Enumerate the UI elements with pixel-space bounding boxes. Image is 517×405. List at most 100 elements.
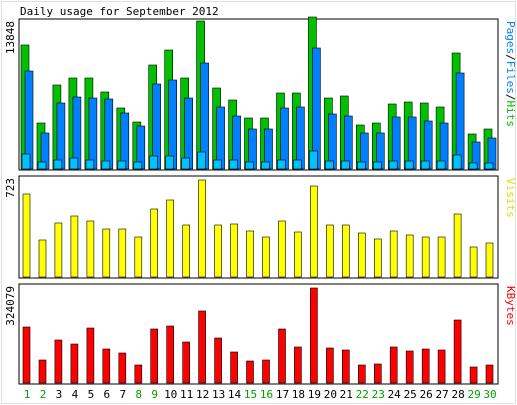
bar-visits-visits-7 bbox=[118, 228, 127, 278]
bar-visits-visits-25 bbox=[405, 234, 414, 278]
bar-hits-pages-17 bbox=[277, 159, 286, 170]
bar-visits-visits-13 bbox=[214, 224, 222, 278]
bar-hits-pages-21 bbox=[340, 160, 350, 170]
bar-visits-visits-23 bbox=[373, 238, 382, 278]
bar-kbytes-kbytes-15 bbox=[246, 360, 254, 384]
panel-hits: 13848 Pages/Files/Hits bbox=[4, 16, 517, 171]
day-label-13: 13 bbox=[212, 388, 225, 401]
bar-kbytes-kbytes-11 bbox=[182, 341, 190, 384]
bar-visits-visits-6 bbox=[102, 228, 111, 278]
panel-kbytes: 324079 KBytes bbox=[4, 283, 517, 385]
bar-hits-pages-11 bbox=[181, 157, 190, 170]
bar-hits-pages-1 bbox=[21, 153, 31, 170]
bar-visits-visits-5 bbox=[86, 220, 95, 278]
panel-border-kbytes bbox=[18, 283, 499, 385]
bar-visits-visits-19 bbox=[310, 185, 318, 278]
day-label-20: 20 bbox=[324, 388, 337, 401]
bar-hits-pages-16 bbox=[261, 161, 270, 170]
ylabel-part-hits-3: / bbox=[504, 94, 517, 101]
bar-kbytes-kbytes-30 bbox=[485, 364, 494, 384]
bar-hits-pages-6 bbox=[101, 160, 111, 170]
max-label-kbytes: 324079 bbox=[4, 286, 17, 326]
bar-kbytes-kbytes-12 bbox=[198, 310, 206, 384]
bar-visits-visits-4 bbox=[70, 215, 79, 278]
bar-visits-visits-18 bbox=[294, 231, 302, 278]
bar-kbytes-kbytes-6 bbox=[102, 348, 111, 384]
day-label-28: 28 bbox=[451, 388, 464, 401]
series-visits bbox=[22, 179, 494, 278]
bar-hits-pages-19 bbox=[309, 150, 318, 170]
bar-hits-pages-9 bbox=[149, 155, 158, 170]
day-label-16: 16 bbox=[260, 388, 273, 401]
bar-hits-pages-14 bbox=[229, 159, 238, 170]
chart-title: Daily usage for September 2012 bbox=[20, 5, 219, 18]
day-label-12: 12 bbox=[196, 388, 209, 401]
bar-hits-pages-8 bbox=[133, 161, 143, 170]
bar-kbytes-kbytes-28 bbox=[453, 319, 462, 384]
day-label-3: 3 bbox=[56, 388, 63, 401]
bar-visits-visits-14 bbox=[230, 223, 238, 278]
bar-visits-visits-11 bbox=[182, 224, 190, 278]
bar-hits-files-7 bbox=[120, 112, 130, 170]
bar-kbytes-kbytes-29 bbox=[469, 366, 478, 384]
ylabel-part-visits-0: Visits bbox=[504, 178, 517, 218]
bar-visits-visits-9 bbox=[150, 208, 158, 278]
bar-kbytes-kbytes-26 bbox=[421, 348, 430, 384]
bar-visits-visits-22 bbox=[357, 232, 366, 278]
bar-visits-visits-8 bbox=[134, 236, 143, 278]
max-label-visits: 723 bbox=[4, 178, 17, 198]
day-label-7: 7 bbox=[119, 388, 126, 401]
day-label-27: 27 bbox=[435, 388, 448, 401]
bar-kbytes-kbytes-20 bbox=[326, 347, 334, 384]
bar-kbytes-kbytes-13 bbox=[214, 337, 222, 384]
bar-visits-visits-10 bbox=[166, 199, 174, 278]
day-label-15: 15 bbox=[244, 388, 257, 401]
bar-kbytes-kbytes-22 bbox=[357, 364, 366, 384]
bar-visits-visits-3 bbox=[54, 222, 63, 278]
bar-kbytes-kbytes-5 bbox=[86, 327, 95, 384]
bar-kbytes-kbytes-3 bbox=[54, 339, 63, 384]
bar-visits-visits-21 bbox=[341, 224, 350, 278]
bar-hits-pages-28 bbox=[452, 154, 462, 170]
bar-hits-pages-30 bbox=[484, 162, 494, 170]
day-label-6: 6 bbox=[103, 388, 110, 401]
bar-hits-files-13 bbox=[216, 106, 225, 170]
bar-visits-visits-24 bbox=[389, 230, 398, 278]
bar-hits-pages-27 bbox=[436, 160, 446, 170]
panel-border-hits bbox=[18, 18, 499, 171]
bar-kbytes-kbytes-9 bbox=[150, 328, 158, 384]
bar-hits-files-6 bbox=[104, 98, 114, 170]
day-label-30: 30 bbox=[483, 388, 496, 401]
ylabel-part-hits-0: Pages bbox=[504, 21, 517, 54]
bar-kbytes-kbytes-7 bbox=[118, 352, 127, 384]
series-kbytes bbox=[22, 287, 494, 384]
bar-hits-pages-26 bbox=[420, 160, 430, 170]
bar-hits-pages-22 bbox=[356, 161, 366, 170]
bar-hits-files-18 bbox=[296, 106, 305, 170]
ylabel-part-hits-4: Hits bbox=[504, 101, 517, 128]
day-label-11: 11 bbox=[180, 388, 193, 401]
bar-hits-pages-15 bbox=[245, 161, 254, 170]
day-label-19: 19 bbox=[308, 388, 321, 401]
day-label-21: 21 bbox=[340, 388, 353, 401]
bar-hits-pages-24 bbox=[388, 160, 398, 170]
bar-kbytes-kbytes-10 bbox=[166, 325, 174, 384]
series-files bbox=[24, 47, 497, 170]
bar-hits-pages-7 bbox=[117, 160, 127, 170]
bar-hits-pages-2 bbox=[37, 161, 47, 170]
max-label-hits: 13848 bbox=[4, 21, 17, 54]
bar-visits-visits-26 bbox=[421, 236, 430, 278]
ylabel-part-kbytes-0: KBytes bbox=[504, 286, 517, 326]
bar-kbytes-kbytes-2 bbox=[38, 359, 47, 384]
day-label-1: 1 bbox=[24, 388, 31, 401]
day-label-5: 5 bbox=[88, 388, 95, 401]
day-label-26: 26 bbox=[420, 388, 433, 401]
bar-hits-files-3 bbox=[56, 102, 66, 170]
ylabel-part-hits-1: / bbox=[504, 54, 517, 61]
bar-visits-visits-30 bbox=[485, 242, 494, 278]
bar-visits-visits-20 bbox=[326, 224, 334, 278]
bar-visits-visits-28 bbox=[453, 213, 462, 278]
bar-hits-pages-12 bbox=[197, 151, 206, 170]
